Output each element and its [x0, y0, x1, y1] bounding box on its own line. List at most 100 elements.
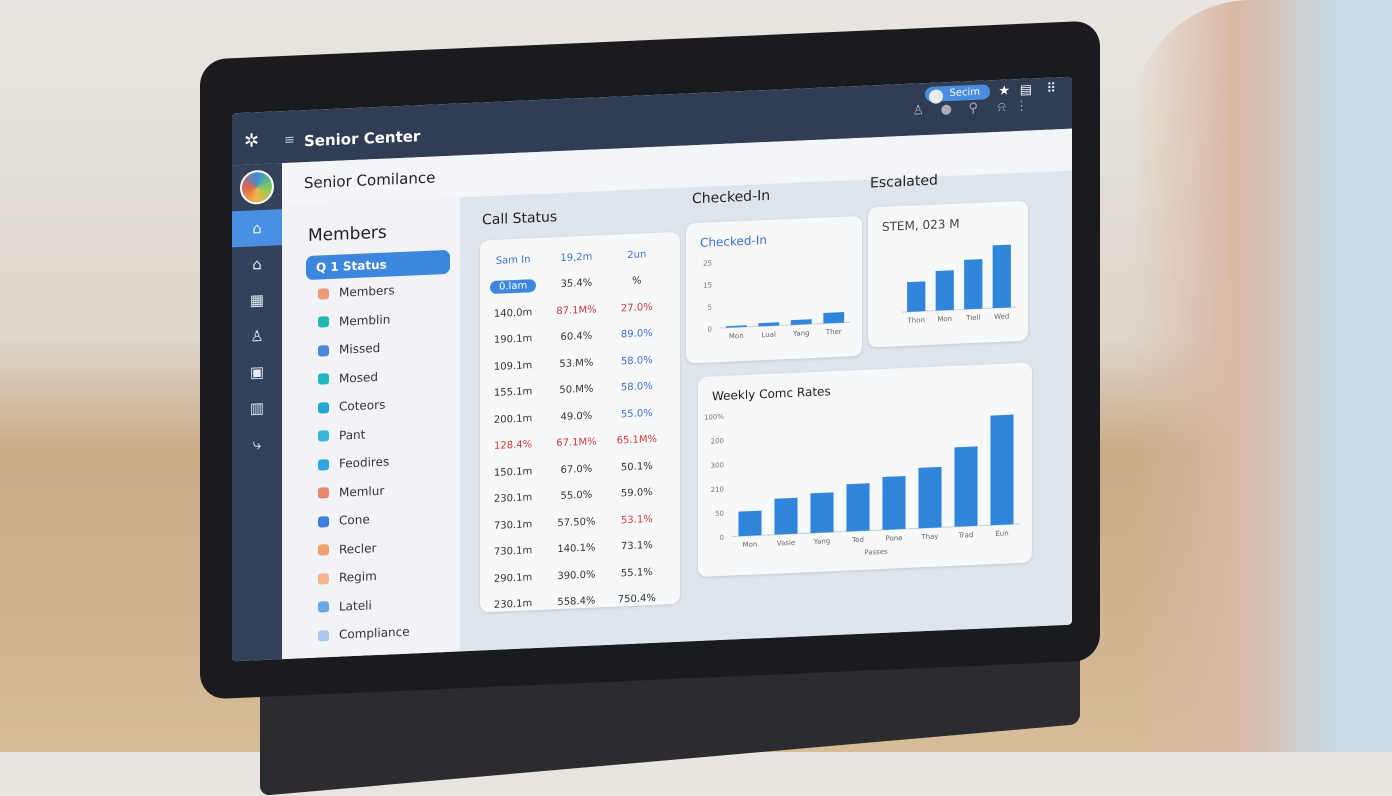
nav-item-label: Regim	[339, 569, 377, 585]
table-cell: 140.1%	[557, 542, 596, 556]
nav-item-icon	[318, 601, 329, 613]
table-cell: 58.0%	[620, 381, 653, 394]
nav-item-label: Mosed	[339, 369, 378, 386]
nav-item-label: Recler	[339, 540, 377, 557]
app-title: Senior Center	[304, 127, 421, 151]
person-background	[1132, 0, 1392, 752]
table-cell: 35.4%	[560, 277, 593, 291]
bar	[846, 483, 870, 532]
y-tick-label: 15	[703, 281, 712, 289]
nav-item-icon	[318, 487, 329, 499]
table-cell: 109.1m	[493, 359, 533, 373]
route-icon[interactable]: ⤷	[252, 435, 262, 454]
table-cell: 55.0%	[560, 489, 593, 503]
nav-item-label: Feodires	[339, 454, 390, 471]
house-icon[interactable]: ⌂	[252, 255, 262, 274]
menu-icon[interactable]: ≡	[284, 132, 295, 149]
nav-heading: Members	[308, 222, 387, 247]
table-cell: 390.0%	[557, 569, 596, 582]
table-cell: 290.1m	[493, 571, 533, 585]
nav-item-icon	[318, 572, 329, 585]
nav-item-icon	[318, 373, 329, 385]
table-cell: 59.0%	[620, 487, 653, 500]
apps-icon[interactable]: ⠿	[1046, 81, 1056, 97]
x-tick-label: Mon	[729, 332, 744, 341]
nav-item-icon	[318, 430, 329, 442]
bar	[725, 325, 747, 328]
table-cell: 50.M%	[559, 383, 594, 397]
bar	[990, 414, 1014, 526]
bell-icon[interactable]: ⍾	[997, 99, 1006, 115]
bar	[918, 466, 942, 529]
nav-item-label: Coteors	[339, 397, 386, 414]
status-badge[interactable]: 0.lam	[490, 279, 537, 295]
profile-pill[interactable]: Secim	[925, 84, 990, 103]
grid-icon[interactable]: ▥	[249, 398, 265, 418]
x-tick-label: Ther	[825, 328, 842, 337]
table-cell: 0.lam	[480, 272, 546, 301]
nav-item-label: Memblin	[339, 312, 391, 329]
archive-icon[interactable]: ▣	[249, 362, 265, 382]
laptop-screen: ✲ ≡ Senior Center Secim ★ ▤ ⠿ ⌂ ⌂ ▦ ♙ ▣ …	[232, 76, 1072, 662]
table-cell: 230.1m	[493, 492, 533, 506]
nav-item-icon	[318, 287, 329, 300]
x-axis-label: Passes	[864, 548, 888, 557]
y-tick-label: 210	[711, 485, 724, 494]
call-status-table: Sam In 19,2m 2un 0.lam 35.4%% 140.0m 87.1M% 27.…	[480, 231, 680, 613]
user-icon[interactable]: ♙	[912, 103, 924, 119]
table-cell: 128.4%	[494, 439, 533, 453]
chat-icon[interactable]: ●	[940, 101, 952, 118]
x-tick-label: Eun	[995, 529, 1008, 538]
more-icon[interactable]: ⋮	[1015, 98, 1028, 115]
bar	[882, 475, 906, 530]
checked-in-heading: Checked-In	[692, 187, 771, 208]
x-tick-label: Thon	[907, 316, 925, 325]
list-icon[interactable]: ▤	[1019, 82, 1032, 98]
nav-item-icon	[318, 401, 329, 414]
bar	[954, 446, 978, 527]
y-tick-label: 200	[711, 437, 724, 446]
bar	[790, 319, 812, 325]
y-tick-label: 25	[703, 259, 712, 267]
nav-item-icon	[318, 515, 329, 528]
table-cell: 60.4%	[560, 330, 593, 344]
bar	[907, 281, 926, 312]
bar	[992, 244, 1011, 309]
users-icon[interactable]: ♙	[250, 326, 264, 346]
building-icon[interactable]: ▦	[249, 290, 265, 310]
table-cell: 150.1m	[493, 465, 533, 479]
column-header: 2un	[627, 248, 647, 261]
table-cell: 730.1m	[493, 518, 533, 532]
x-tick-label: Pone	[886, 534, 903, 543]
chart-title: Checked-In	[700, 233, 767, 250]
nav-item-label: Members	[339, 283, 395, 300]
y-tick-label: 0	[720, 534, 724, 542]
nav-item-label: Memlur	[339, 483, 385, 500]
bar	[738, 510, 762, 537]
y-tick-label: 300	[711, 461, 724, 470]
bar	[935, 270, 954, 311]
table-cell: 89.0%	[620, 328, 653, 341]
nav-item-icon	[318, 458, 329, 471]
avatar[interactable]	[240, 169, 274, 205]
table-cell: 140.0m	[493, 306, 533, 320]
x-tick-label: Vasie	[777, 539, 795, 548]
table-cell: 53.1%	[620, 513, 653, 527]
nav-item-label: Missed	[339, 341, 381, 357]
bar-chart: STEM, 023 M Thon Mon Tiell Wed	[882, 217, 1016, 325]
table-cell: 67.0%	[560, 463, 593, 476]
star-icon[interactable]: ★	[998, 83, 1010, 99]
column-header: Sam In	[495, 254, 531, 267]
nav-item-label: Pant	[339, 427, 366, 443]
x-tick-label: Tiell	[965, 314, 980, 323]
table-cell: 73.1%	[620, 540, 653, 553]
bar	[810, 492, 834, 534]
search-icon[interactable]: ⚲	[968, 100, 978, 117]
nav-item-label: Lateli	[339, 597, 372, 614]
table-cell: 27.0%	[620, 301, 653, 315]
y-tick-label: 5	[708, 303, 712, 311]
chart-title: Weekly Comc Rates	[712, 384, 831, 403]
table-cell: 558.4%	[557, 595, 596, 609]
y-tick-label: 100%	[704, 413, 724, 422]
home-icon[interactable]: ⌂	[232, 209, 282, 248]
